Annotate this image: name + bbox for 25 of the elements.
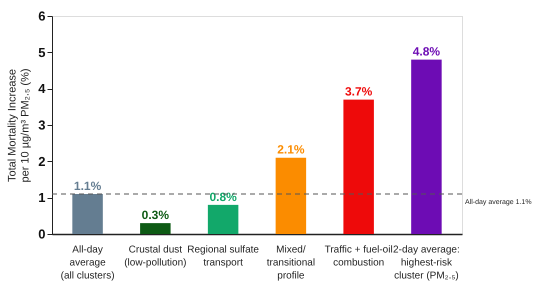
bar [208, 204, 238, 234]
y-tick-label: 3 [38, 118, 46, 132]
bar [72, 194, 103, 234]
data-label: 2.1% [277, 142, 305, 157]
bar [411, 60, 442, 234]
y-tick-label: 0 [38, 226, 46, 242]
x-tick-label: All-day average (all clusters) [60, 244, 115, 281]
bar [343, 100, 374, 234]
x-tick-label: Crustal dust (low-pollution) [124, 244, 186, 268]
data-label: 1.1% [74, 179, 102, 194]
data-label: 4.8% [412, 44, 440, 59]
x-tick-label: Traffic + fuel-oil combustion [324, 244, 393, 268]
y-axis-title: Total Mortality Increase per 10 µg/m³ PM₂.₅ (%) [6, 68, 32, 183]
y-tick-label: 4 [38, 81, 46, 96]
y-tick-label: 6 [38, 8, 46, 24]
x-tick-label: Regional sulfate transport [187, 244, 260, 268]
x-tick-label: Mixed/ transitional profile [266, 244, 316, 281]
y-tick-label: 2 [38, 154, 46, 169]
y-tick-label: 5 [38, 44, 46, 60]
data-label: 0.3% [142, 208, 170, 222]
y-tick-label: 1 [38, 190, 46, 206]
data-label: 3.7% [344, 84, 373, 99]
bar [140, 223, 171, 234]
bar [276, 158, 306, 234]
x-tick-label: 2-day average: highest-risk cluster (PM₂.₅) [393, 244, 460, 281]
